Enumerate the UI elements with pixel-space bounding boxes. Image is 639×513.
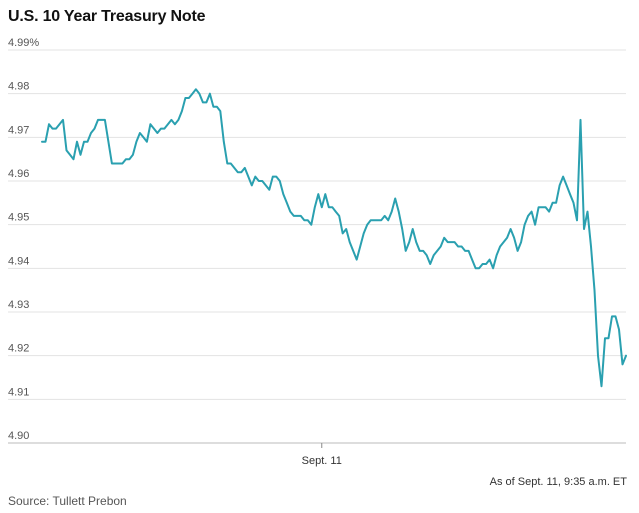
- y-axis-tick-labels: 4.90 4.91 4.92 4.93 4.94 4.95 4.96 4.97 4.98 4.99…: [8, 37, 39, 442]
- y-tick-label: 4.91: [8, 386, 29, 398]
- y-tick-label: 4.99%: [8, 37, 39, 49]
- timestamp-note: As of Sept. 11, 9:35 a.m. ET: [489, 476, 627, 488]
- y-tick-label: 4.97: [8, 124, 29, 136]
- y-tick-label: 4.92: [8, 343, 29, 355]
- x-tick-label: Sept. 11: [302, 455, 342, 467]
- y-tick-label: 4.96: [8, 168, 29, 180]
- y-tick-label: 4.95: [8, 212, 29, 224]
- x-axis: Sept. 11: [302, 443, 342, 467]
- source-note: Source: Tullett Prebon: [8, 494, 127, 508]
- y-tick-label: 4.90: [8, 430, 29, 442]
- y-tick-label: 4.94: [8, 255, 29, 267]
- y-tick-label: 4.93: [8, 299, 29, 311]
- grid-lines: [8, 49, 626, 444]
- chart-title: U.S. 10 Year Treasury Note: [8, 8, 206, 25]
- series-line: [41, 88, 627, 388]
- y-tick-label: 4.98: [8, 81, 29, 93]
